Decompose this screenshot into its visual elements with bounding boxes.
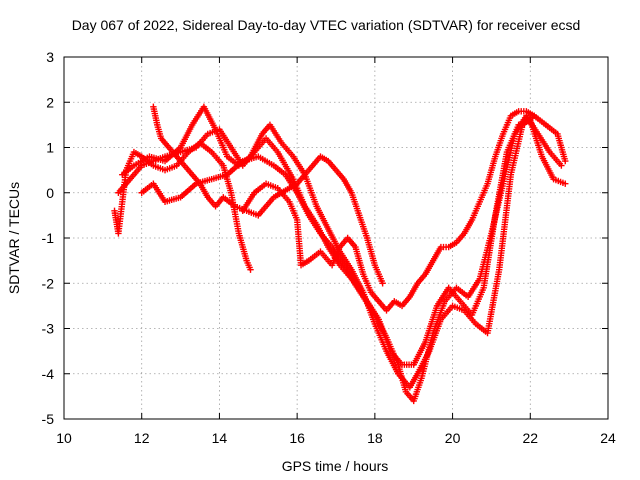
series-track-3 [119, 103, 569, 391]
series-track-4 [138, 117, 569, 368]
grid [64, 57, 608, 419]
x-tick-label: 22 [522, 430, 538, 446]
y-tick-label: -4 [42, 366, 55, 382]
chart-title: Day 067 of 2022, Sidereal Day-to-day VTE… [72, 17, 581, 33]
data-marks [111, 103, 569, 405]
data-point [558, 162, 565, 169]
y-tick-label: 3 [46, 49, 54, 65]
x-tick-label: 14 [212, 430, 228, 446]
y-tick-label: 2 [46, 94, 54, 110]
y-tick-label: -5 [42, 411, 55, 427]
data-point [247, 266, 254, 273]
x-tick-label: 10 [56, 430, 72, 446]
x-axis-label: GPS time / hours [282, 458, 389, 474]
data-point [562, 180, 569, 187]
y-tick-label: -1 [42, 230, 55, 246]
x-tick-label: 16 [289, 430, 305, 446]
y-tick-label: -3 [42, 321, 55, 337]
y-tick-label: 1 [46, 140, 54, 156]
series-track-6 [239, 108, 538, 314]
series-track-1 [111, 139, 254, 273]
y-axis-label: SDTVAR / TECUs [6, 182, 22, 294]
data-point [379, 280, 386, 287]
data-point [562, 157, 569, 165]
y-tick-label: 0 [46, 185, 54, 201]
data-point [530, 112, 538, 120]
x-tick-label: 20 [445, 430, 461, 446]
x-tick-label: 18 [367, 430, 383, 446]
x-tick-label: 12 [134, 430, 150, 446]
y-tick-label: -2 [42, 275, 55, 291]
series-track-5 [150, 103, 386, 287]
x-tick-label: 24 [600, 430, 616, 446]
plot-frame [63, 56, 609, 420]
